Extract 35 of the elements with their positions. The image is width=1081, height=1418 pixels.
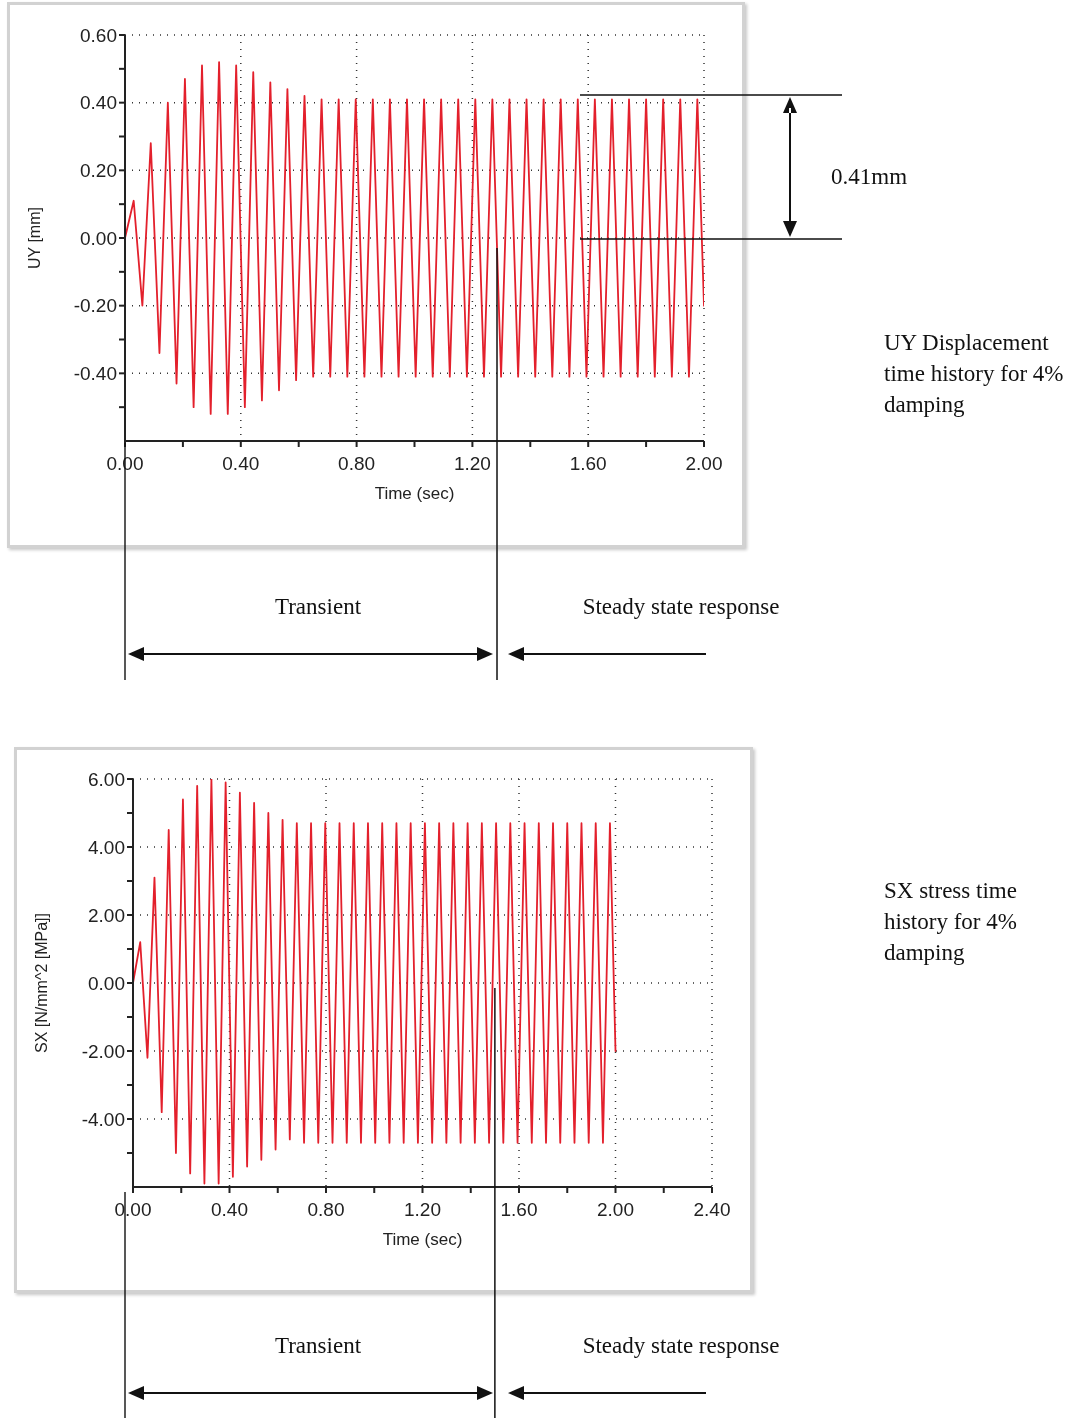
x-tick-label: 1.20 [453, 453, 491, 475]
x-tick-label: 0.80 [338, 453, 376, 475]
y-tick-label: 0.20 [80, 160, 117, 182]
y-tick-label: 2.00 [88, 904, 125, 926]
y-tick-label: -4.00 [81, 1108, 125, 1130]
x-tick-label: 1.60 [569, 453, 607, 475]
y-tick-label: -2.00 [81, 1040, 125, 1062]
x-tick-label: 0.40 [222, 453, 260, 475]
x-axis-title: Time (sec) [382, 1230, 463, 1249]
text: SX stress time history for 4% damping [884, 877, 1018, 967]
x-tick-label: 2.40 [693, 1199, 731, 1221]
y-axis-title: UY [mm] [25, 207, 43, 269]
y-tick-label: 6.00 [88, 768, 125, 790]
y-tick-label: 0.60 [80, 24, 117, 46]
text: Steady state response [581, 1332, 781, 1360]
y-tick-label: 0.40 [80, 92, 117, 114]
text: Transient [273, 593, 363, 621]
y-tick-label: -0.20 [73, 295, 117, 317]
y-tick-label: 0.00 [88, 972, 125, 994]
y-tick-label: 4.00 [88, 836, 125, 858]
y-axis-title: SX [N/mm^2 [MPa]] [32, 913, 50, 1053]
text: UY Displacement time history for 4% damping [884, 329, 1065, 419]
x-axis-title: Time (sec) [374, 484, 455, 503]
x-tick-label: 1.20 [404, 1199, 441, 1221]
y-tick-label: 0.00 [80, 227, 117, 249]
line-series [125, 61, 704, 415]
text: Transient [273, 1332, 363, 1360]
x-tick-label: 0.40 [211, 1199, 248, 1221]
text: Steady state response [581, 593, 781, 621]
x-tick-label: 0.80 [307, 1199, 345, 1221]
text: 0.41mm [831, 163, 909, 191]
x-tick-label: 1.60 [500, 1199, 538, 1221]
y-tick-label: -0.40 [73, 363, 117, 385]
x-tick-label: 2.00 [685, 453, 723, 475]
x-tick-label: 2.00 [597, 1199, 634, 1221]
